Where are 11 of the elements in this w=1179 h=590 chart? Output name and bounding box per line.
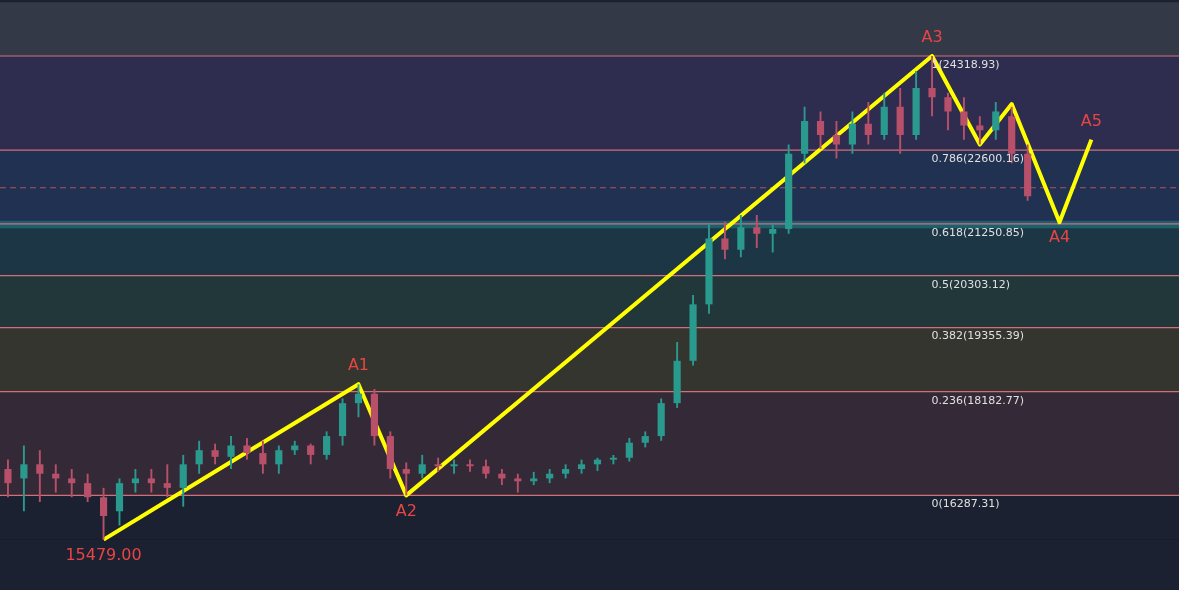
data-label: A2	[395, 500, 417, 520]
ref-line-label: 0.382(19355.39)	[931, 329, 1024, 343]
data-label: A3	[921, 27, 943, 47]
ref-line-label: 0.5(20303.12)	[931, 277, 1010, 291]
data-label: A5	[1080, 110, 1102, 130]
data-label: 15479.00	[65, 544, 142, 564]
data-label: A4	[1048, 227, 1071, 247]
data-label: A1	[347, 355, 370, 375]
ref-line-label: 0(16287.31)	[931, 497, 1000, 511]
ref-line-label: 0.618(21250.85)	[931, 225, 1024, 239]
ref-line-label: 0.236(18182.77)	[931, 393, 1024, 407]
